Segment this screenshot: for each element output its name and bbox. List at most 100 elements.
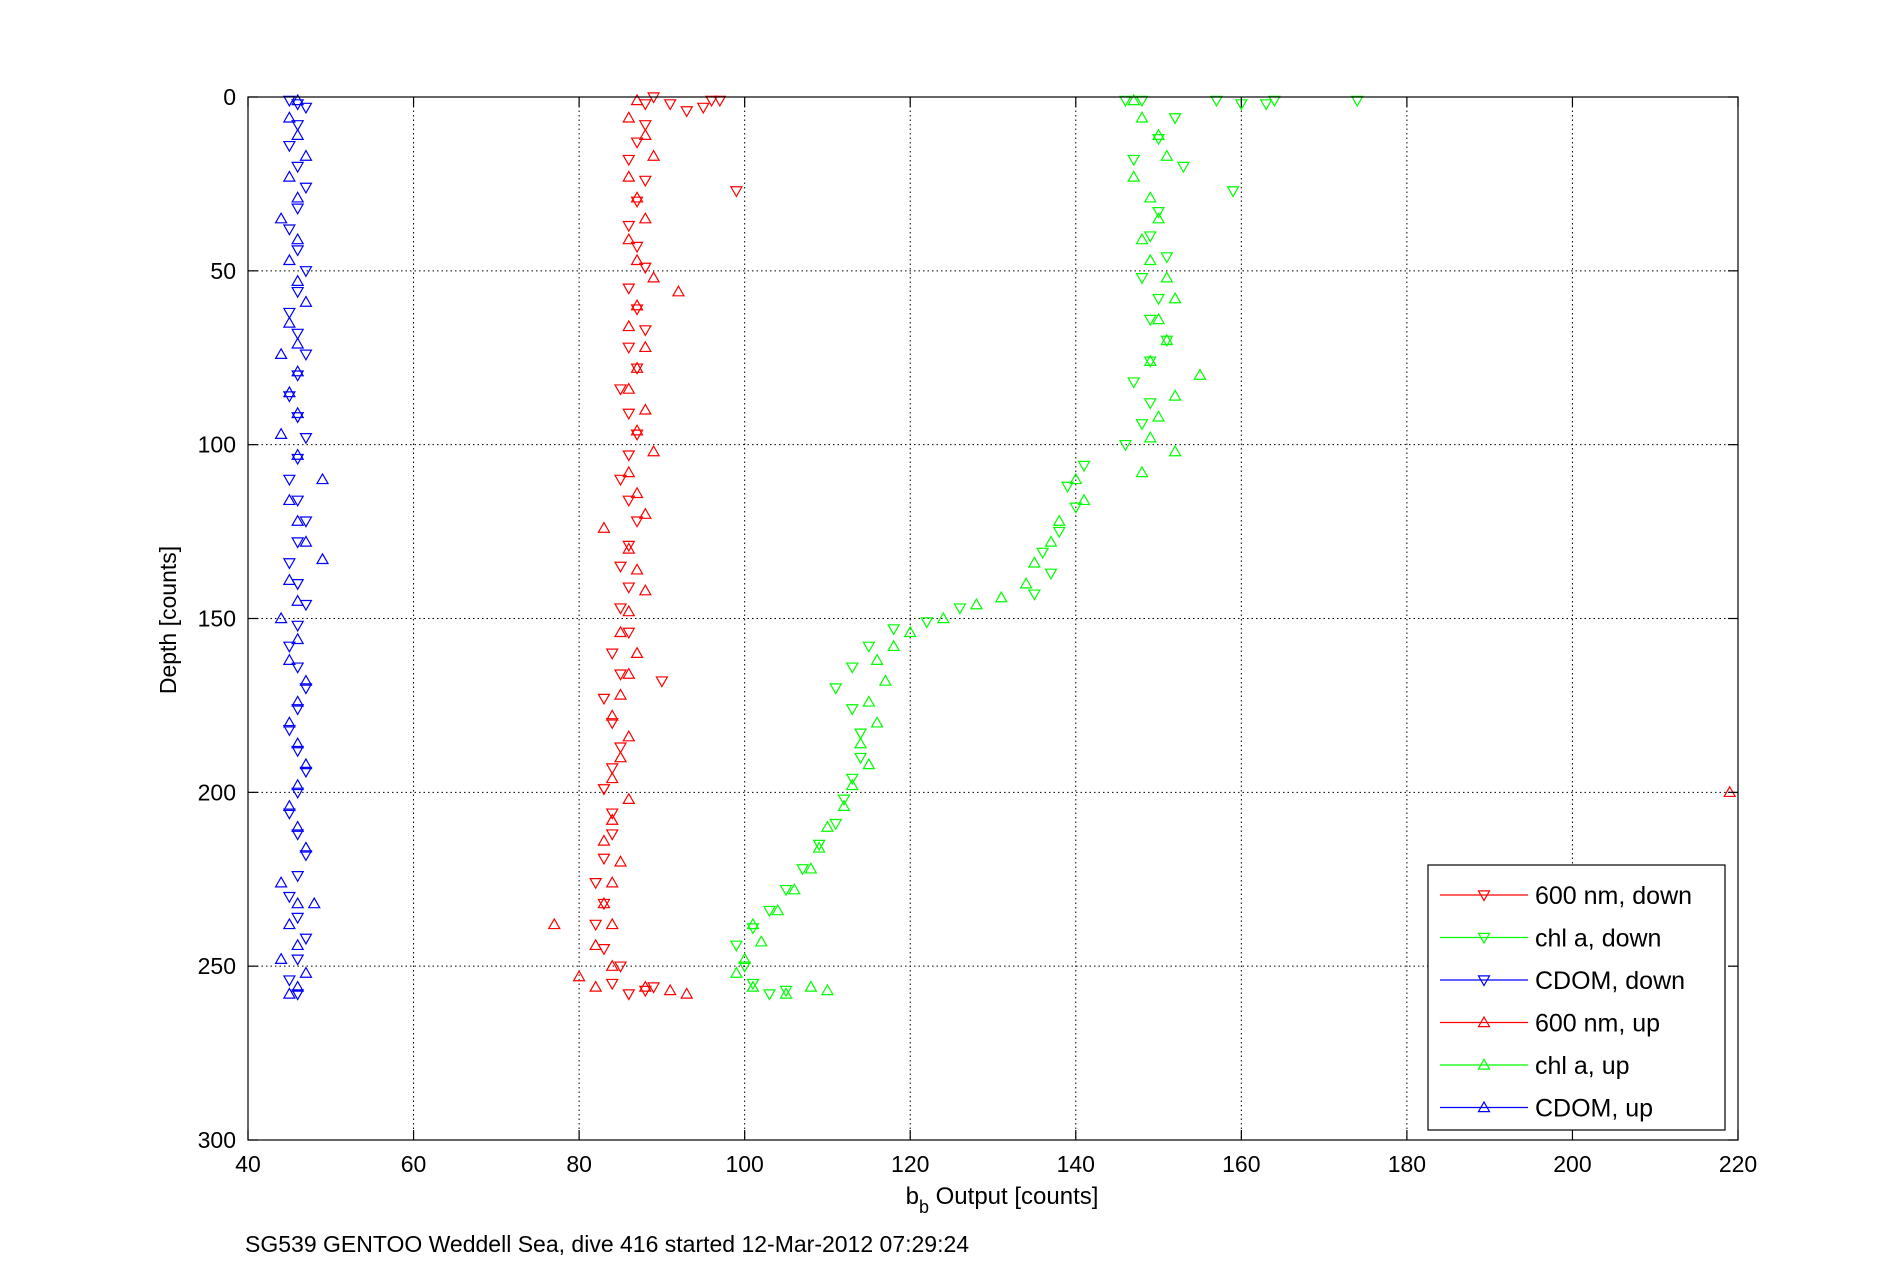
y-axis-label: Depth [counts] xyxy=(155,546,181,694)
data-point-series-3 xyxy=(647,444,661,457)
data-point-series-0 xyxy=(605,648,619,660)
data-point-series-4 xyxy=(1193,368,1207,380)
data-point-series-1 xyxy=(854,728,868,740)
legend-entry-label: chl a, down xyxy=(1535,925,1661,953)
data-point-series-2 xyxy=(282,95,296,108)
data-point-series-0 xyxy=(613,742,628,754)
data-point-series-0 xyxy=(589,878,603,890)
data-point-series-3 xyxy=(663,983,677,996)
data-point-series-5 xyxy=(274,611,288,624)
data-point-series-2 xyxy=(291,620,305,633)
data-point-series-5 xyxy=(291,594,305,606)
data-point-series-1 xyxy=(1135,95,1149,108)
data-point-series-2 xyxy=(291,328,305,341)
data-point-series-3 xyxy=(547,917,561,930)
data-point-series-5 xyxy=(299,149,313,161)
data-point-series-4 xyxy=(1160,333,1174,346)
data-point-series-2 xyxy=(291,704,305,716)
data-point-series-5 xyxy=(282,653,296,665)
data-point-series-5 xyxy=(282,573,296,585)
y-tick-label: 250 xyxy=(198,953,236,979)
data-point-series-5 xyxy=(315,472,330,485)
legend-entry-label: CDOM, down xyxy=(1535,967,1685,995)
data-point-series-5 xyxy=(291,232,305,245)
legend-entry-label: chl a, up xyxy=(1535,1052,1630,1080)
y-tick-label: 0 xyxy=(223,84,236,110)
data-point-series-3 xyxy=(572,969,586,982)
data-point-series-3 xyxy=(630,424,644,436)
data-point-series-4 xyxy=(1152,128,1166,140)
data-point-series-4 xyxy=(845,778,859,791)
data-point-series-2 xyxy=(291,787,305,800)
x-tick-label: 40 xyxy=(235,1151,261,1177)
data-point-series-5 xyxy=(282,493,296,506)
data-point-series-0 xyxy=(622,495,636,508)
data-point-series-2 xyxy=(291,286,305,299)
data-point-series-4 xyxy=(1135,465,1149,478)
legend: 600 nm, down chl a, down CDOM, down 600 nm,… xyxy=(1427,864,1726,1131)
x-tick-label: 80 xyxy=(566,1151,592,1177)
y-tick-label: 300 xyxy=(198,1127,236,1153)
data-point-series-4 xyxy=(779,987,793,999)
legend-marker xyxy=(1477,1058,1491,1070)
data-point-series-0 xyxy=(605,763,619,775)
data-point-series-2 xyxy=(291,245,305,257)
data-point-series-4 xyxy=(878,674,892,686)
data-point-series-2 xyxy=(282,307,296,320)
data-point-series-4 xyxy=(870,653,884,665)
data-point-series-5 xyxy=(282,316,296,328)
data-point-series-5 xyxy=(291,896,305,909)
data-point-series-3 xyxy=(622,667,636,679)
data-point-series-4 xyxy=(1160,149,1174,161)
data-point-series-4 xyxy=(1135,111,1149,123)
data-point-series-3 xyxy=(680,987,694,999)
data-point-series-2 xyxy=(282,641,296,654)
data-point-series-5 xyxy=(274,952,288,964)
data-point-series-2 xyxy=(299,266,313,278)
data-point-series-5 xyxy=(274,427,288,439)
data-point-series-5 xyxy=(291,337,305,349)
data-point-series-1 xyxy=(887,624,901,636)
data-point-series-0 xyxy=(597,784,611,796)
data-point-series-2 xyxy=(299,432,313,445)
data-point-series-1 xyxy=(1135,273,1149,285)
data-point-series-3 xyxy=(613,625,628,638)
x-axis-label-main: b xyxy=(906,1183,919,1210)
x-tick-label: 100 xyxy=(725,1151,763,1177)
data-point-series-1 xyxy=(1176,161,1190,174)
data-point-series-3 xyxy=(638,583,652,596)
data-point-series-5 xyxy=(291,736,305,749)
data-point-series-2 xyxy=(291,829,305,841)
data-point-series-2 xyxy=(299,516,313,528)
data-point-series-0 xyxy=(655,676,669,688)
tick-labels: 40 60 80 100 120 140 160 180 200 220 0 50 100 150 200 2… xyxy=(198,84,1758,1177)
data-point-series-4 xyxy=(903,625,917,638)
data-point-series-4 xyxy=(1069,472,1083,485)
data-point-series-5 xyxy=(299,674,313,686)
data-point-series-3 xyxy=(647,271,661,283)
x-axis-label-subscript: b xyxy=(919,1197,929,1217)
data-point-series-1 xyxy=(1127,154,1141,167)
y-tick-label: 150 xyxy=(198,606,236,632)
data-point-series-1 xyxy=(1127,377,1141,389)
data-point-series-0 xyxy=(622,627,636,640)
data-point-series-1 xyxy=(845,773,859,786)
data-point-series-0 xyxy=(638,262,652,275)
data-point-series-1 xyxy=(1044,568,1058,581)
data-point-series-3 xyxy=(630,361,644,373)
data-point-series-4 xyxy=(1127,170,1141,182)
data-point-series-0 xyxy=(647,982,661,994)
data-point-series-1 xyxy=(862,641,876,654)
data-point-series-0 xyxy=(613,603,628,615)
data-point-series-5 xyxy=(315,552,330,565)
data-point-series-0 xyxy=(729,186,743,198)
data-point-series-5 xyxy=(282,799,296,811)
legend-marker xyxy=(1477,932,1491,945)
data-point-series-5 xyxy=(291,514,305,526)
y-tick-label: 100 xyxy=(198,432,236,458)
legend-marker xyxy=(1477,1015,1491,1028)
data-point-series-1 xyxy=(762,905,777,918)
data-point-series-5 xyxy=(282,716,296,728)
data-point-series-3 xyxy=(589,938,603,951)
data-point-series-1 xyxy=(812,839,826,852)
